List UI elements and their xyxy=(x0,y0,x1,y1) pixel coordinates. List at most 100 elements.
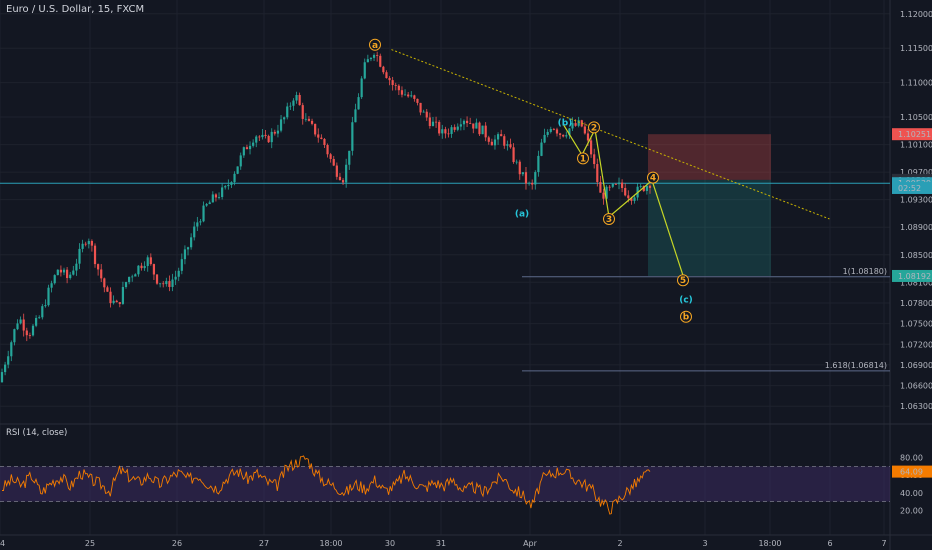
candle-body xyxy=(518,161,521,175)
take-profit-zone[interactable] xyxy=(648,179,771,276)
candle-body xyxy=(224,186,227,188)
candle-body xyxy=(382,66,385,73)
candle-body xyxy=(56,269,59,276)
candle-body xyxy=(642,186,645,191)
price-tick-label: 1.06600 xyxy=(900,382,932,391)
candle-body xyxy=(159,283,162,285)
horizontal-lines[interactable]: 1(1.08180) 1.618(1.06814) xyxy=(0,182,890,372)
time-axis[interactable]: 24 25 26 27 18:00 30 31 Apr 2 3 18:00 6 7 xyxy=(0,539,887,548)
candle-body xyxy=(596,164,599,183)
candle-body xyxy=(143,265,146,269)
rsi-title: RSI (14, close) xyxy=(6,428,68,438)
candle-body xyxy=(627,195,630,199)
candle-body xyxy=(112,300,115,304)
price-label-box[interactable] xyxy=(892,181,932,194)
wave-label-4-circle[interactable] xyxy=(647,171,659,184)
wave-label-(b)[interactable]: (b) xyxy=(558,119,573,129)
price-label-box[interactable] xyxy=(892,128,932,141)
candle-body xyxy=(252,142,255,146)
candle-body xyxy=(586,133,590,141)
candle-body xyxy=(87,241,90,245)
wave-label-2-circle[interactable] xyxy=(588,121,600,134)
candle-body xyxy=(0,372,4,383)
candle-body xyxy=(531,182,534,185)
candle-body xyxy=(543,134,546,143)
price-tick-label: 1.09700 xyxy=(900,168,932,177)
candle-body xyxy=(608,186,611,188)
time-tick-label: 18:00 xyxy=(758,539,781,548)
rsi-pane[interactable] xyxy=(0,455,890,515)
position-tool[interactable] xyxy=(648,134,771,276)
candle-body xyxy=(255,136,258,143)
candle-body xyxy=(335,165,338,177)
candle-body xyxy=(295,94,298,101)
candle-body xyxy=(81,243,84,249)
price-tick-label: 1.09300 xyxy=(900,196,932,205)
candle-body xyxy=(13,329,16,343)
candle-body xyxy=(558,133,562,135)
chart-title: Euro / U.S. Dollar, 15, FXCM xyxy=(6,4,145,15)
wave-label-5-circle[interactable] xyxy=(677,274,689,287)
candle-body xyxy=(245,147,249,150)
wave-label-a-circle[interactable] xyxy=(369,38,381,51)
wave-label-b-circle[interactable] xyxy=(680,310,692,323)
candle-body xyxy=(155,274,159,284)
price-tick-label: 1.07200 xyxy=(900,340,932,349)
candle-body xyxy=(93,245,97,265)
time-tick-label: 3 xyxy=(702,539,707,548)
candle-body xyxy=(221,187,224,198)
candle-body xyxy=(323,139,326,146)
candle-body xyxy=(38,317,41,319)
candle-body xyxy=(462,120,466,125)
candle-body xyxy=(69,274,72,279)
candle-body xyxy=(372,55,376,58)
candle-body xyxy=(441,129,444,134)
wave-label-(a)[interactable]: (a) xyxy=(515,209,529,219)
candle-body xyxy=(620,182,624,188)
rsi-value-box[interactable] xyxy=(892,465,932,478)
candle-body xyxy=(583,126,586,134)
candle-body xyxy=(53,275,56,284)
candle-body xyxy=(639,186,642,187)
candle-body xyxy=(41,306,44,318)
price-tick-label: 1.08100 xyxy=(900,278,932,287)
price-tick-label: 1.07800 xyxy=(900,299,932,308)
trend-line[interactable] xyxy=(391,49,830,276)
elliott-wave-labels[interactable]: a (b) 2 1 (a) 3 4 5 (c) b xyxy=(369,38,693,323)
candle-body xyxy=(571,123,574,129)
price-tick-label: 1.12000 xyxy=(900,10,932,19)
candle-body xyxy=(546,131,549,135)
candle-body xyxy=(363,62,366,79)
candle-body xyxy=(16,323,19,330)
candle-body xyxy=(617,182,621,185)
time-tick-label: 25 xyxy=(85,539,95,548)
candle-body xyxy=(438,122,441,134)
candle-body xyxy=(407,94,410,97)
candle-body xyxy=(351,122,354,151)
wave-label-3-circle[interactable] xyxy=(603,212,615,225)
candle-body xyxy=(90,241,94,246)
time-tick-label: 24 xyxy=(0,539,5,548)
price-axis[interactable]: 1.12000 1.11500 1.11000 1.10500 1.10100 1.097… xyxy=(892,10,932,516)
wave-label-1-circle[interactable] xyxy=(577,152,589,165)
candle-body xyxy=(44,305,47,307)
wave-label-b: b xyxy=(683,313,690,323)
candle-body xyxy=(487,137,490,142)
candle-body xyxy=(4,364,7,373)
impulse-wave-path[interactable] xyxy=(562,123,684,276)
candle-body xyxy=(279,119,283,131)
candle-body xyxy=(140,265,143,269)
candle-body xyxy=(419,102,422,113)
candle-body xyxy=(317,134,320,138)
candle-body xyxy=(180,259,183,271)
candle-body xyxy=(320,137,323,140)
candle-body xyxy=(465,120,469,124)
candle-body xyxy=(348,150,351,165)
candle-body xyxy=(565,135,568,137)
wave-label-(c)[interactable]: (c) xyxy=(679,296,693,306)
candle-body xyxy=(416,98,419,103)
candle-body xyxy=(19,319,22,324)
price-label-box[interactable] xyxy=(892,269,932,282)
candle-body xyxy=(230,182,233,185)
